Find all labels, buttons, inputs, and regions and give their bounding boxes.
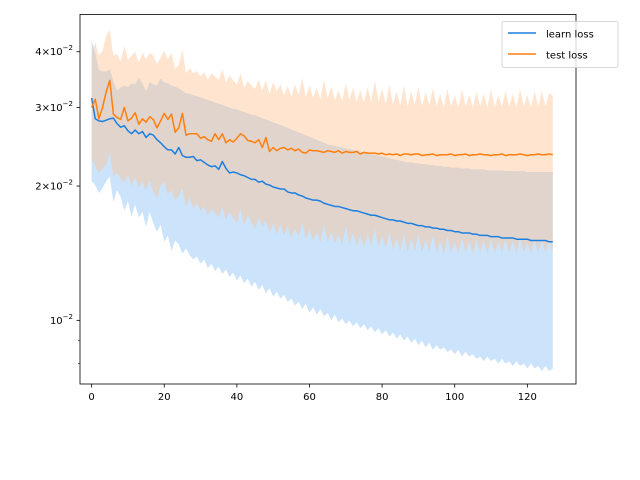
x-axis: 0 20 40 60 80 100 120	[88, 384, 537, 403]
y-tick-label-2: 3×10−2	[35, 100, 73, 114]
x-tick-label-100: 100	[445, 392, 464, 403]
legend-label-learn-loss: learn loss	[546, 30, 594, 41]
legend: learn loss test loss	[501, 21, 619, 68]
y-tick-label-1: 2×10−2	[35, 179, 73, 193]
x-tick-label-20: 20	[158, 392, 171, 403]
x-tick-label-40: 40	[230, 392, 243, 403]
line-test-loss	[90, 79, 553, 157]
y-axis: 10−2 2×10−2 3×10−2 4×10−2	[35, 44, 80, 364]
x-tick-label-120: 120	[518, 392, 537, 403]
x-tick-label-0: 0	[88, 392, 94, 403]
y-tick-label-3: 4×10−2	[35, 44, 73, 58]
x-tick-label-80: 80	[376, 392, 389, 403]
band-test-loss	[91, 29, 553, 254]
y-tick-label-0: 10−2	[50, 313, 73, 327]
series-lines	[90, 79, 553, 243]
x-tick-label-60: 60	[303, 392, 316, 403]
band-learn-loss	[91, 39, 553, 371]
legend-label-test-loss: test loss	[546, 51, 588, 62]
line-learn-loss	[90, 97, 553, 243]
confidence-bands	[91, 29, 553, 371]
plot-frame	[79, 13, 577, 385]
